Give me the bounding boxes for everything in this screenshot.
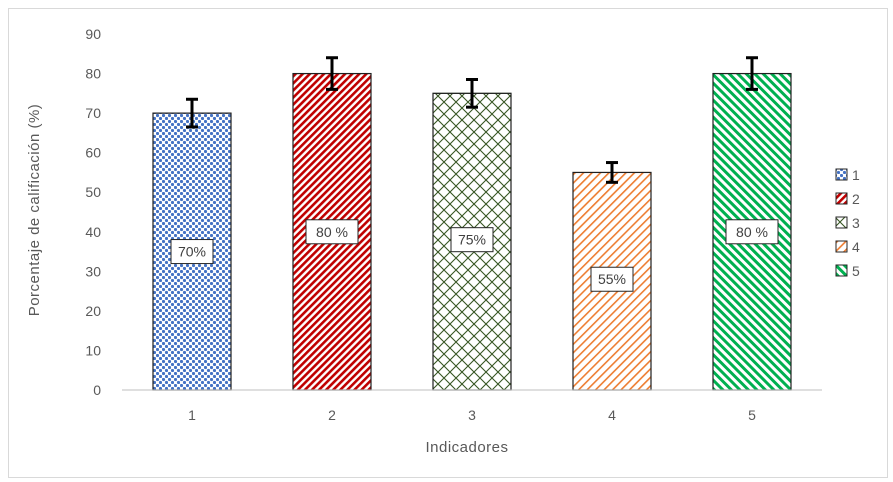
x-tick-label: 3 [468, 407, 476, 423]
y-tick-label: 40 [85, 224, 101, 240]
legend-swatch-3 [835, 216, 848, 229]
data-label: 70% [178, 244, 206, 260]
legend: 1 2 3 4 5 [835, 167, 860, 279]
legend-swatch-5 [835, 264, 848, 277]
data-label-box [450, 227, 494, 253]
y-tick-label: 0 [93, 382, 101, 398]
legend-swatch-2 [835, 192, 848, 205]
legend-label: 2 [852, 191, 860, 207]
data-label: 80 % [316, 224, 348, 240]
error-bars [186, 56, 758, 184]
legend-label: 3 [852, 215, 860, 231]
data-labels: 70% 80 % 75% 55% 80 % [170, 219, 779, 292]
legend-swatch-1 [835, 168, 848, 181]
x-axis-title: Indicadores [425, 439, 508, 456]
legend-label: 4 [852, 239, 860, 255]
data-label-box [305, 219, 359, 245]
x-tick-label: 1 [188, 407, 196, 423]
y-tick-label: 80 [85, 66, 101, 82]
y-axis-ticks: 0 10 20 30 40 50 60 70 80 90 [85, 26, 101, 398]
x-tick-label: 5 [748, 407, 756, 423]
x-tick-label: 2 [328, 407, 336, 423]
y-tick-label: 90 [85, 26, 101, 42]
data-label: 75% [458, 232, 486, 248]
data-label: 80 % [736, 224, 768, 240]
y-tick-label: 60 [85, 145, 101, 161]
data-label-box [725, 219, 779, 245]
legend-label: 5 [852, 263, 860, 279]
y-axis-title: Porcentaje de calificación (%) [26, 104, 43, 317]
legend-label: 1 [852, 167, 860, 183]
data-label-box [590, 266, 634, 292]
y-tick-label: 30 [85, 263, 101, 279]
data-label: 55% [598, 271, 626, 287]
x-tick-label: 4 [608, 407, 616, 423]
data-label-box [170, 239, 214, 265]
y-tick-label: 10 [85, 342, 101, 358]
y-tick-label: 70 [85, 105, 101, 121]
y-tick-label: 50 [85, 184, 101, 200]
y-tick-label: 20 [85, 303, 101, 319]
x-axis-ticks: 1 2 3 4 5 [188, 407, 756, 423]
legend-swatch-4 [835, 240, 848, 253]
